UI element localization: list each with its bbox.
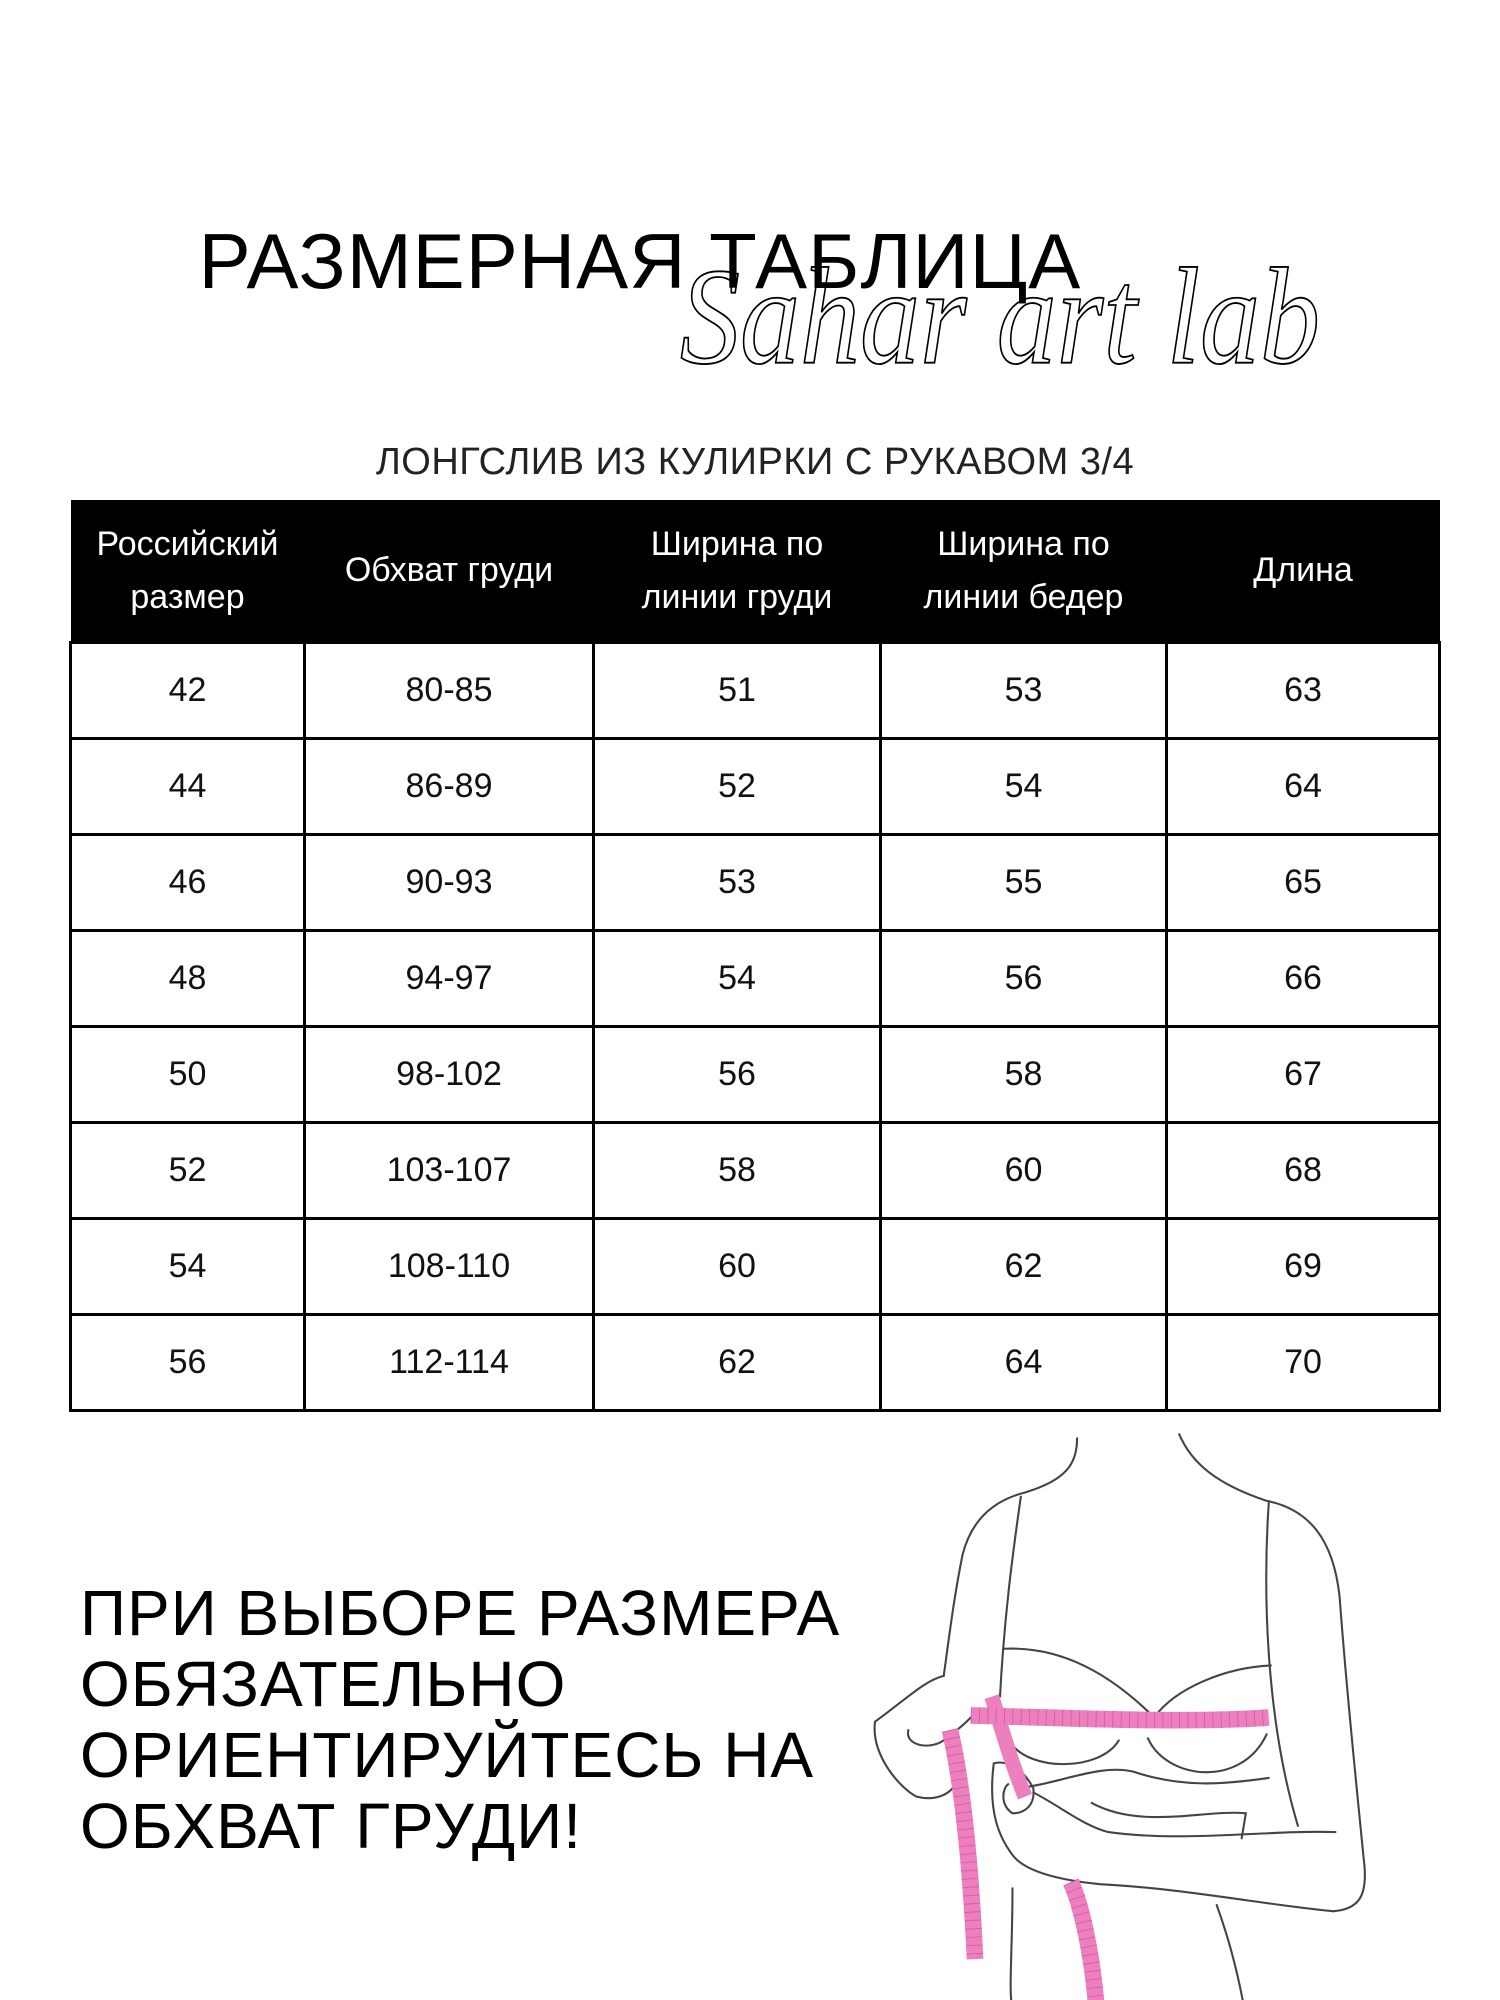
- header-chest-girth: Обхват груди: [304, 500, 594, 643]
- cell-hip-width: 60: [879, 1121, 1168, 1220]
- measuring-tape: [941, 1694, 1270, 2000]
- bust-measurement-icon: [873, 1433, 1366, 2000]
- cell-length: 68: [1165, 1121, 1441, 1220]
- header-line: Обхват груди: [344, 551, 554, 589]
- cell-chest-width: 60: [592, 1217, 882, 1316]
- table-row: 52 103-107 58 60 68: [69, 1121, 1441, 1220]
- header-line: размер: [130, 577, 245, 616]
- size-advice-note: ПРИ ВЫБОРЕ РАЗМЕРА ОБЯЗАТЕЛЬНО ОРИЕНТИРУ…: [80, 1578, 840, 1862]
- cell-chest-width: 52: [592, 737, 882, 836]
- cell-chest-width: 56: [592, 1025, 882, 1124]
- cell-size: 44: [69, 737, 306, 836]
- header-line: Длина: [1253, 551, 1353, 589]
- cell-chest-girth: 108-110: [303, 1217, 595, 1316]
- cell-hip-width: 54: [879, 737, 1168, 836]
- table-row: 42 80-85 51 53 63: [69, 641, 1441, 740]
- table-row: 44 86-89 52 54 64: [69, 737, 1441, 836]
- cell-size: 42: [69, 641, 306, 740]
- table-header-row: Российский размер Обхват груди Ширина по л…: [70, 500, 1440, 643]
- cell-chest-girth: 98-102: [303, 1025, 595, 1124]
- cell-size: 52: [69, 1121, 306, 1220]
- cell-chest-girth: 103-107: [303, 1121, 595, 1220]
- cell-chest-width: 54: [592, 929, 882, 1028]
- header-length: Длина: [1166, 500, 1440, 643]
- cell-length: 69: [1165, 1217, 1441, 1316]
- cell-length: 67: [1165, 1025, 1441, 1124]
- cell-chest-width: 51: [592, 641, 882, 740]
- table-row: 46 90-93 53 55 65: [69, 833, 1441, 932]
- cell-length: 70: [1165, 1313, 1441, 1412]
- cell-chest-girth: 90-93: [303, 833, 595, 932]
- note-line: ОБЯЗАТЕЛЬНО: [80, 1648, 567, 1720]
- cell-length: 63: [1165, 641, 1441, 740]
- header-line: линии бедер: [923, 577, 1124, 616]
- cell-length: 66: [1165, 929, 1441, 1028]
- table-row: 54 108-110 60 62 69: [69, 1217, 1441, 1316]
- cell-chest-width: 53: [592, 833, 882, 932]
- table-row: 50 98-102 56 58 67: [69, 1025, 1441, 1124]
- brand-logo: Sahar art lab: [679, 250, 1321, 393]
- cell-chest-girth: 112-114: [303, 1313, 595, 1412]
- header-line: Российский: [96, 524, 279, 563]
- header-line: Ширина по: [650, 524, 824, 563]
- cell-chest-girth: 80-85: [303, 641, 595, 740]
- table-row: 56 112-114 62 64 70: [69, 1313, 1441, 1412]
- header-line: линии груди: [641, 577, 833, 616]
- size-table: Российский размер Обхват груди Ширина по л…: [69, 500, 1441, 1412]
- cell-size: 50: [69, 1025, 306, 1124]
- cell-chest-width: 62: [592, 1313, 882, 1412]
- page-title: РАЗМЕРНАЯ ТАБЛИЦА: [198, 217, 1082, 305]
- cell-chest-girth: 94-97: [303, 929, 595, 1028]
- body-outline: [873, 1433, 1366, 2000]
- cell-hip-width: 58: [879, 1025, 1168, 1124]
- header-russian-size: Российский размер: [70, 500, 305, 643]
- table-row: 48 94-97 54 56 66: [69, 929, 1441, 1028]
- header-hip-width: Ширина по линии бедер: [880, 500, 1167, 643]
- cell-hip-width: 62: [879, 1217, 1168, 1316]
- cell-size: 48: [69, 929, 306, 1028]
- cell-hip-width: 55: [879, 833, 1168, 932]
- header-chest-width: Ширина по линии груди: [593, 500, 881, 643]
- cell-size: 56: [69, 1313, 306, 1412]
- note-line: ОБХВАТ ГРУДИ!: [80, 1790, 583, 1862]
- cell-chest-width: 58: [592, 1121, 882, 1220]
- cell-length: 64: [1165, 737, 1441, 836]
- cell-length: 65: [1165, 833, 1441, 932]
- cell-size: 54: [69, 1217, 306, 1316]
- product-subtitle: ЛОНГСЛИВ ИЗ КУЛИРКИ С РУКАВОМ 3/4: [375, 441, 1135, 483]
- cell-hip-width: 53: [879, 641, 1168, 740]
- cell-hip-width: 64: [879, 1313, 1168, 1412]
- cell-chest-girth: 86-89: [303, 737, 595, 836]
- cell-hip-width: 56: [879, 929, 1168, 1028]
- header-line: Ширина по: [937, 524, 1110, 563]
- cell-size: 46: [69, 833, 306, 932]
- note-line: ОРИЕНТИРУЙТЕСЬ НА: [80, 1719, 815, 1791]
- brand-logo-text: Sahar art lab: [680, 250, 1320, 393]
- note-line: ПРИ ВЫБОРЕ РАЗМЕРА: [80, 1577, 841, 1649]
